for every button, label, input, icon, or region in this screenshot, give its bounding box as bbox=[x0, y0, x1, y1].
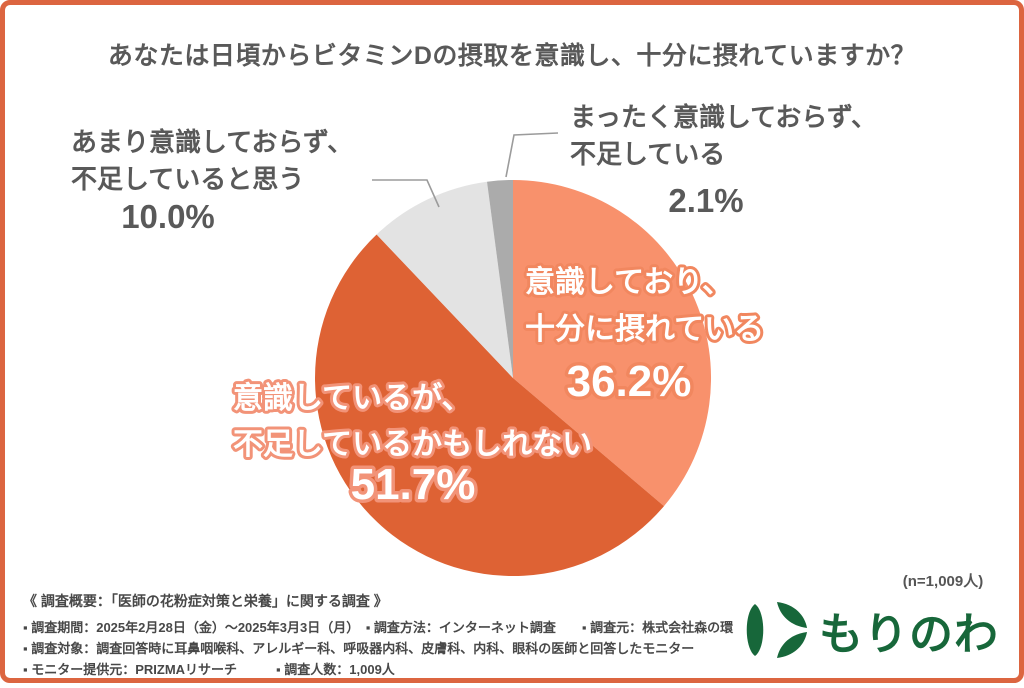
survey-line-target: ▪ 調査対象：調査回答時に耳鼻咽喉科、アレルギー科、呼吸器内科、皮膚科、内科、眼… bbox=[23, 641, 695, 656]
leader-line-2pct bbox=[505, 132, 559, 178]
logo-text: もりのわ bbox=[819, 610, 999, 659]
slice4-pct-label: 2.1% bbox=[668, 182, 743, 219]
pie-slice-1 bbox=[513, 180, 712, 507]
morinowa-logo: もりのわ bbox=[739, 598, 999, 662]
slice3-pct-label: 10.0% bbox=[121, 198, 215, 235]
survey-heading: 《 調査概要：「医師の花粉症対策と栄養」に関する調査 》 bbox=[23, 593, 388, 609]
sample-size-note: (n=1,009人) bbox=[902, 573, 984, 590]
slice3-label-line2: 不足していると思う bbox=[71, 164, 304, 194]
survey-line-period: ▪ 調査期間：2025年2月28日（金）〜2025年3月3日（月） ▪ 調査方法… bbox=[23, 620, 734, 635]
survey-overview: 《 調査概要：「医師の花粉症対策と栄養」に関する調査 》 ▪ 調査期間：2025… bbox=[23, 591, 803, 680]
slice1-label-line1: 意識しており、 bbox=[525, 265, 732, 299]
pie-slice-4 bbox=[487, 179, 513, 378]
slice2-label-line1: 意識しているが、 bbox=[233, 381, 472, 415]
pie-chart-svg: あまり意識しておらず、 不足していると思う 10.0% まったく意識しておらず、… bbox=[71, 102, 877, 577]
slice1-pct-label: 36.2% bbox=[567, 357, 692, 406]
slice2-label-line2: 不足しているかもしれない bbox=[233, 428, 592, 461]
pie-slice-3 bbox=[376, 181, 513, 378]
leader-line-10pct bbox=[372, 179, 440, 208]
slice2-pct-label: 51.7% bbox=[351, 460, 476, 509]
slice4-label-line1: まったく意識しておらず、 bbox=[570, 102, 877, 132]
pie-slice-2 bbox=[315, 234, 664, 577]
slice3-label-line1: あまり意識しておらず、 bbox=[71, 127, 353, 157]
leaf-icon bbox=[746, 602, 807, 658]
survey-line-monitor: ▪ モニター提供元：PRIZMAリサーチ ▪ 調査人数：1,009人 bbox=[23, 662, 395, 677]
slice4-label-line2: 不足している bbox=[570, 139, 725, 169]
chart-title: あなたは日頃からビタミンDの摂取を意識し、十分に摂れていますか？ bbox=[107, 42, 917, 70]
pie-slices-group bbox=[315, 179, 712, 577]
slice1-label-line2: 十分に摂れている bbox=[525, 313, 764, 346]
